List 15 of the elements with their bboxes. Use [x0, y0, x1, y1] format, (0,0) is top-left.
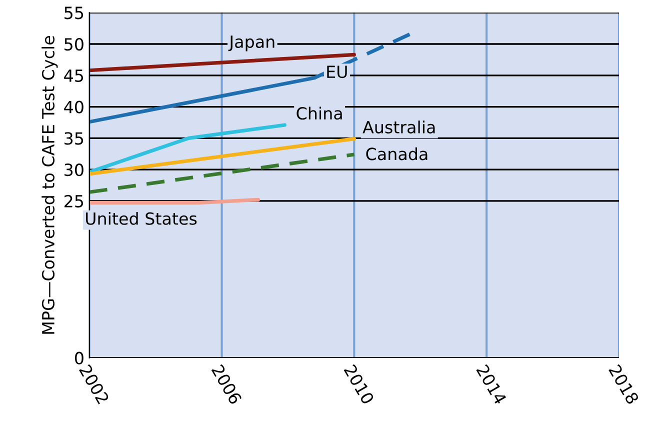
- series-label: United States: [86, 212, 197, 225]
- y-tick-label: 25: [64, 194, 84, 208]
- series-label: Canada: [366, 147, 428, 160]
- y-tick-label: 30: [64, 164, 84, 176]
- y-axis-title: MPG—Converted to CAFE Test Cycle: [42, 36, 58, 334]
- series-label: China: [296, 106, 342, 120]
- series-label: Japan: [228, 36, 274, 52]
- y-tick-label: 55: [64, 6, 84, 20]
- y-tick-label: 35: [64, 132, 84, 145]
- y-tick-label: 40: [64, 100, 84, 114]
- y-tick-label: 45: [64, 70, 84, 82]
- y-tick-label: 0: [75, 352, 84, 364]
- y-tick-label: 50: [64, 38, 84, 51]
- series-label: Australia: [362, 120, 435, 134]
- series-label: EU: [327, 66, 347, 78]
